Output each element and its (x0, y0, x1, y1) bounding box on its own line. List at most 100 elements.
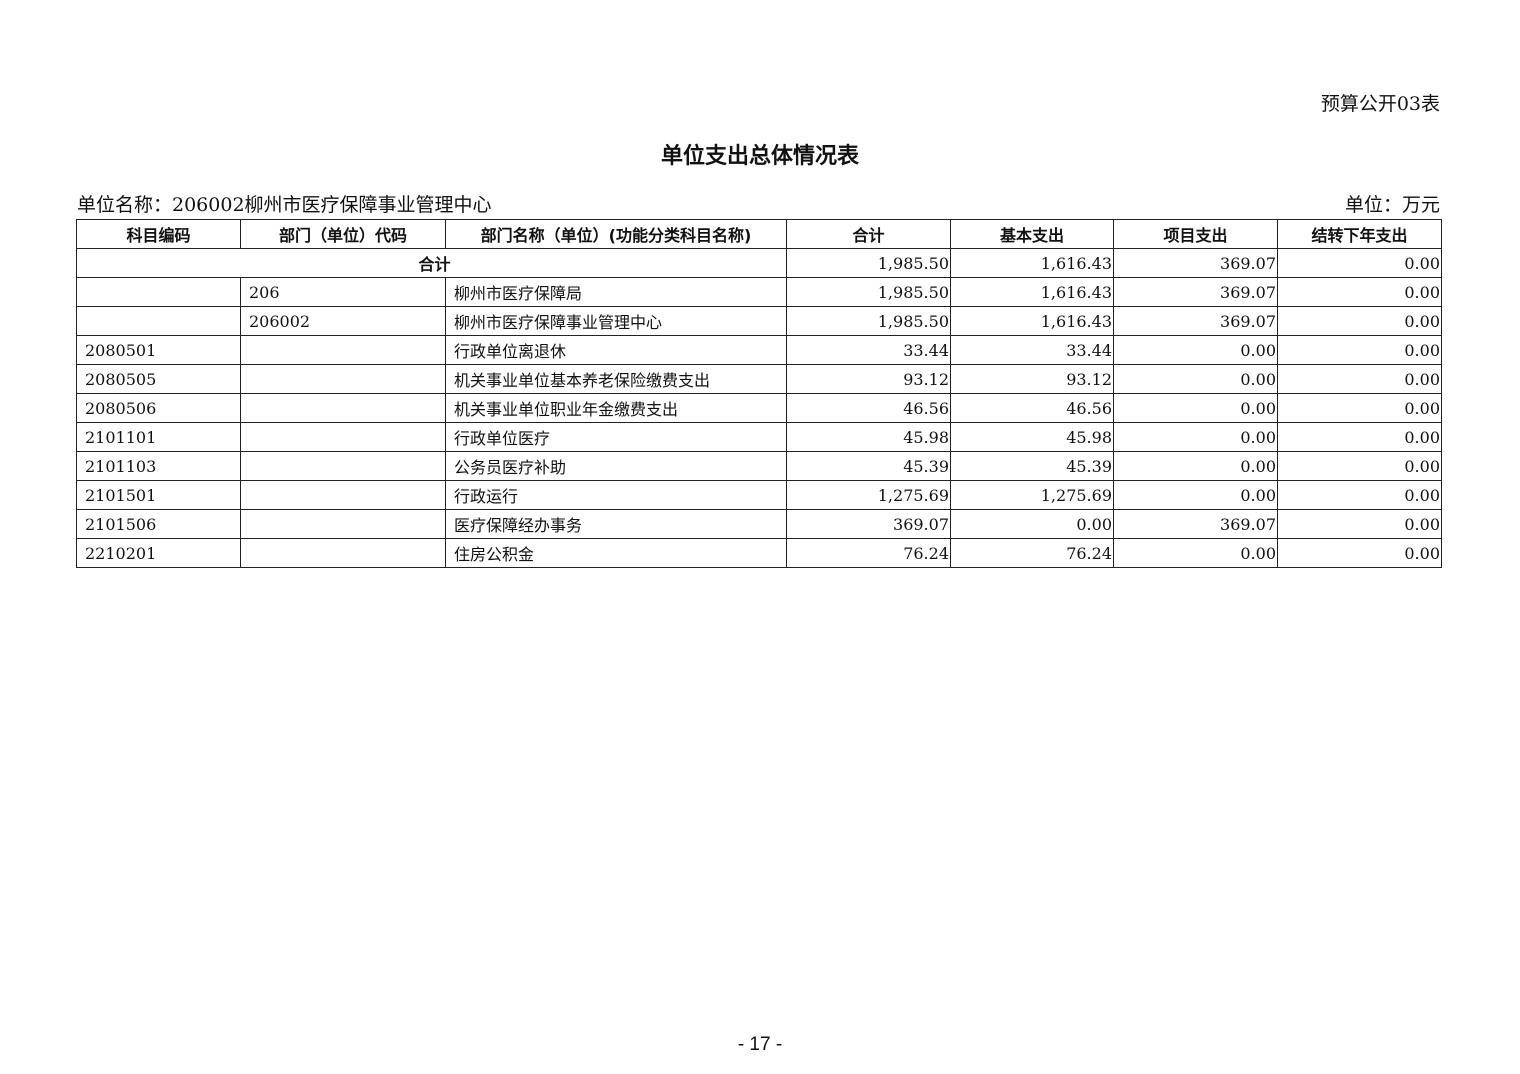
dept-code-cell (240, 480, 446, 510)
carryover-cell: 0.00 (1277, 538, 1442, 568)
table-row: 2210201 住房公积金 76.24 76.24 0.00 0.00 (76, 538, 1442, 568)
total-cell: 1,616.43 (950, 248, 1114, 278)
project-cell: 0.00 (1113, 480, 1278, 510)
carryover-cell: 0.00 (1277, 393, 1442, 423)
column-header: 合计 (786, 219, 951, 249)
unit-name: 单位名称：206002柳州市医疗保障事业管理中心 (77, 194, 492, 216)
dept-code-cell (240, 393, 446, 423)
page-title: 单位支出总体情况表 (660, 144, 859, 169)
column-header: 科目编码 (76, 219, 241, 249)
total-cell: 1,985.50 (786, 277, 951, 307)
column-header: 项目支出 (1113, 219, 1278, 249)
table-row: 2101506 医疗保障经办事务 369.07 0.00 369.07 0.00 (76, 509, 1442, 539)
name-cell: 柳州市医疗保障局 (445, 277, 787, 307)
project-cell: 369.07 (1113, 306, 1278, 336)
name-cell: 行政单位医疗 (445, 422, 787, 452)
subject-code-cell: 2210201 (76, 538, 241, 568)
basic-cell: 1,616.43 (950, 277, 1114, 307)
subject-code-cell: 2080506 (76, 393, 241, 423)
currency-unit: 单位：万元 (1344, 194, 1440, 216)
total-row: 合计 1,985.50 1,616.43 369.07 0.00 (76, 248, 1442, 278)
total-cell: 1,985.50 (786, 306, 951, 336)
table-row: 2101101 行政单位医疗 45.98 45.98 0.00 0.00 (76, 422, 1442, 452)
total-cell: 1,275.69 (786, 480, 951, 510)
dept-code-cell: 206 (240, 277, 446, 307)
project-cell: 369.07 (1113, 277, 1278, 307)
name-cell: 柳州市医疗保障事业管理中心 (445, 306, 787, 336)
carryover-cell: 0.00 (1277, 480, 1442, 510)
column-header: 基本支出 (950, 219, 1114, 249)
total-label: 合计 (76, 248, 787, 278)
expenditure-table: 科目编码 部门（单位）代码 部门名称（单位）(功能分类科目名称) 合计 基本支出 项目支出… (76, 219, 1442, 568)
total-cell: 369.07 (1113, 248, 1278, 278)
table-row: 2101501 行政运行 1,275.69 1,275.69 0.00 0.00 (76, 480, 1442, 510)
subject-code-cell (76, 306, 241, 336)
table-row: 2080501 行政单位离退休 33.44 33.44 0.00 0.00 (76, 335, 1442, 365)
basic-cell: 76.24 (950, 538, 1114, 568)
column-header: 部门（单位）代码 (240, 219, 446, 249)
basic-cell: 1,616.43 (950, 306, 1114, 336)
total-cell: 33.44 (786, 335, 951, 365)
table-row: 206002 柳州市医疗保障事业管理中心 1,985.50 1,616.43 369.0… (76, 306, 1442, 336)
name-cell: 医疗保障经办事务 (445, 509, 787, 539)
basic-cell: 45.39 (950, 451, 1114, 481)
name-cell: 行政单位离退休 (445, 335, 787, 365)
project-cell: 0.00 (1113, 422, 1278, 452)
carryover-cell: 0.00 (1277, 364, 1442, 394)
dept-code-cell (240, 451, 446, 481)
dept-code-cell: 206002 (240, 306, 446, 336)
carryover-cell: 0.00 (1277, 422, 1442, 452)
column-header: 部门名称（单位）(功能分类科目名称) (445, 219, 787, 249)
total-cell: 45.98 (786, 422, 951, 452)
dept-code-cell (240, 422, 446, 452)
total-cell: 46.56 (786, 393, 951, 423)
project-cell: 0.00 (1113, 538, 1278, 568)
project-cell: 369.07 (1113, 509, 1278, 539)
name-cell: 机关事业单位职业年金缴费支出 (445, 393, 787, 423)
basic-cell: 1,275.69 (950, 480, 1114, 510)
column-header: 结转下年支出 (1277, 219, 1442, 249)
subject-code-cell: 2101103 (76, 451, 241, 481)
basic-cell: 46.56 (950, 393, 1114, 423)
table-row: 206 柳州市医疗保障局 1,985.50 1,616.43 369.07 0.00 (76, 277, 1442, 307)
total-cell: 76.24 (786, 538, 951, 568)
project-cell: 0.00 (1113, 335, 1278, 365)
subject-code-cell: 2101506 (76, 509, 241, 539)
total-cell: 369.07 (786, 509, 951, 539)
subject-code-cell: 2080505 (76, 364, 241, 394)
basic-cell: 33.44 (950, 335, 1114, 365)
carryover-cell: 0.00 (1277, 451, 1442, 481)
dept-code-cell (240, 364, 446, 394)
name-cell: 机关事业单位基本养老保险缴费支出 (445, 364, 787, 394)
basic-cell: 0.00 (950, 509, 1114, 539)
subject-code-cell: 2101101 (76, 422, 241, 452)
subject-code-cell: 2101501 (76, 480, 241, 510)
table-row: 2080505 机关事业单位基本养老保险缴费支出 93.12 93.12 0.00 0.0… (76, 364, 1442, 394)
basic-cell: 45.98 (950, 422, 1114, 452)
table-row: 2080506 机关事业单位职业年金缴费支出 46.56 46.56 0.00 0.00 (76, 393, 1442, 423)
form-number: 预算公开03表 (1320, 93, 1440, 115)
table-header-row: 科目编码 部门（单位）代码 部门名称（单位）(功能分类科目名称) 合计 基本支出 项目支出… (76, 219, 1442, 249)
carryover-cell: 0.00 (1277, 277, 1442, 307)
carryover-cell: 0.00 (1277, 335, 1442, 365)
dept-code-cell (240, 509, 446, 539)
name-cell: 行政运行 (445, 480, 787, 510)
project-cell: 0.00 (1113, 451, 1278, 481)
name-cell: 公务员医疗补助 (445, 451, 787, 481)
basic-cell: 93.12 (950, 364, 1114, 394)
page-number: - 17 - (737, 1034, 783, 1055)
total-cell: 93.12 (786, 364, 951, 394)
project-cell: 0.00 (1113, 364, 1278, 394)
dept-code-cell (240, 538, 446, 568)
total-cell: 0.00 (1277, 248, 1442, 278)
subject-code-cell (76, 277, 241, 307)
project-cell: 0.00 (1113, 393, 1278, 423)
table-row: 2101103 公务员医疗补助 45.39 45.39 0.00 0.00 (76, 451, 1442, 481)
name-cell: 住房公积金 (445, 538, 787, 568)
total-cell: 1,985.50 (786, 248, 951, 278)
total-cell: 45.39 (786, 451, 951, 481)
subject-code-cell: 2080501 (76, 335, 241, 365)
carryover-cell: 0.00 (1277, 509, 1442, 539)
carryover-cell: 0.00 (1277, 306, 1442, 336)
dept-code-cell (240, 335, 446, 365)
